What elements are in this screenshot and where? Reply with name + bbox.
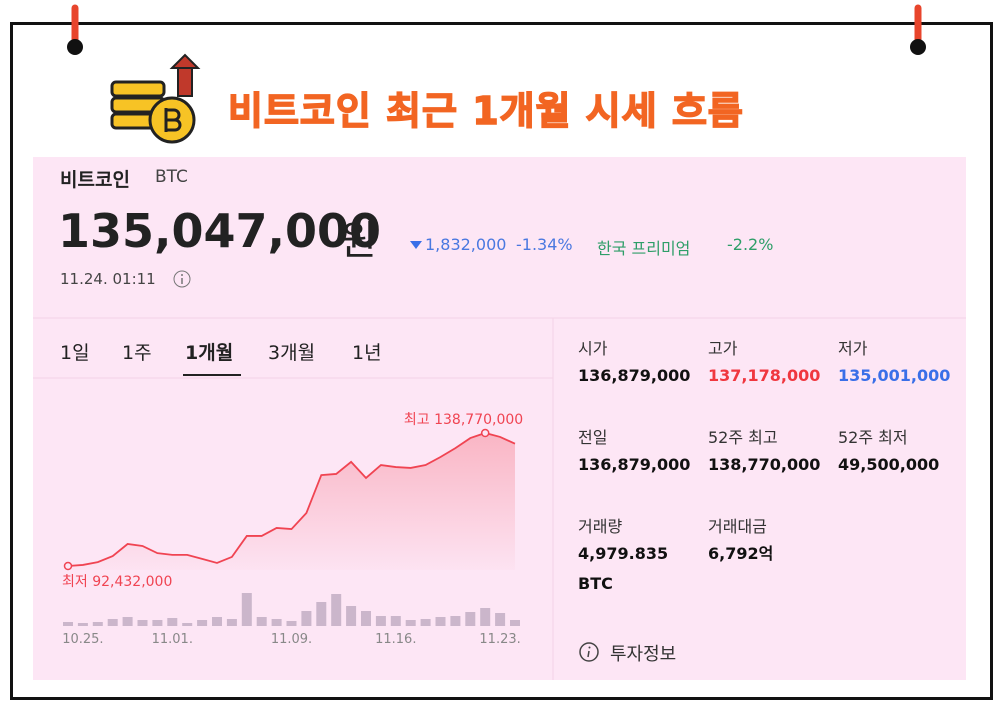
tab[interactable]: 1개월	[185, 342, 234, 364]
volume-bar	[167, 618, 178, 626]
time: 11.24. 01:11	[60, 270, 156, 288]
x-tick-label: 10.25.	[62, 632, 103, 647]
volume-bar	[137, 620, 148, 626]
stat-value: 136,879,000	[578, 366, 691, 385]
volume-bar	[361, 611, 371, 626]
stat-label: 저가	[838, 339, 868, 358]
volume-bar	[241, 593, 252, 626]
stat-label: 52주 최고	[708, 428, 778, 447]
price-unit: 원	[340, 218, 377, 264]
volume-bar	[77, 623, 88, 626]
volume-bar	[480, 608, 491, 626]
volume-bar	[122, 617, 133, 626]
tab[interactable]: 3개월	[268, 342, 316, 364]
stat-value: 49,500,000	[838, 455, 940, 474]
volume-bar	[405, 620, 416, 626]
volume-bar	[92, 622, 103, 626]
page-title: 비트코인 최근 1개월 시세 흐름	[227, 88, 744, 134]
stat-label: 52주 최저	[838, 428, 908, 447]
price-line	[67, 432, 516, 567]
volume-bar	[152, 620, 163, 626]
stat-value: 136,879,000	[578, 455, 691, 474]
coin-icon	[110, 53, 201, 144]
stat-label: 거래대금	[708, 517, 767, 536]
change: 1,832,000	[425, 235, 507, 254]
stat-value: 6,792억	[708, 544, 774, 563]
volume-bar	[331, 594, 342, 626]
extreme-marker	[480, 428, 490, 438]
stat-value: 138,770,000	[708, 455, 821, 474]
volume-bar	[197, 620, 208, 626]
volume-bar	[63, 622, 73, 626]
extreme-marker	[63, 561, 73, 571]
stat-value: 137,178,000	[708, 366, 821, 385]
area	[68, 433, 515, 570]
stat-value: 4,979.835 BTC	[578, 544, 669, 593]
volume-bar	[271, 619, 282, 626]
volume-bar	[375, 616, 386, 626]
tab[interactable]: 1년	[352, 342, 382, 364]
info-icon[interactable]	[172, 269, 192, 289]
volume-bar	[301, 611, 312, 626]
change-pct: -1.34%	[516, 235, 573, 254]
info-icon[interactable]	[578, 641, 600, 663]
annotation: 최고 138,770,000	[404, 412, 523, 428]
volume-bar	[346, 606, 357, 626]
frame	[10, 22, 993, 700]
price: 135,047,000	[58, 204, 382, 258]
premium: -2.2%	[727, 235, 774, 254]
volume-bar	[465, 612, 476, 626]
volume-bar	[435, 617, 446, 626]
volume-bar	[510, 620, 520, 626]
volume-bar	[226, 619, 237, 626]
stat-label: 시가	[578, 339, 608, 358]
annotation: 최저 92,432,000	[62, 574, 172, 590]
info-link[interactable]: 투자정보	[610, 644, 677, 665]
volume-bar	[256, 617, 267, 626]
volume-bar	[212, 617, 222, 626]
panel	[33, 157, 966, 680]
volume-bar	[390, 616, 401, 626]
coin-name: 비트코인	[60, 169, 130, 191]
coin-symbol: BTC	[155, 167, 188, 187]
volume-bar	[107, 619, 118, 626]
tab[interactable]: 1주	[122, 342, 152, 364]
stat-label: 거래량	[578, 517, 623, 536]
x-tick-label: 11.09.	[271, 632, 312, 647]
volume-bar	[316, 602, 327, 626]
premium-label: 한국 프리미엄	[597, 239, 691, 258]
volume-bar	[286, 621, 297, 626]
volume-bar	[495, 613, 506, 626]
volume-bar	[450, 616, 461, 626]
x-tick-label: 11.16.	[375, 632, 416, 647]
stat-value: 135,001,000	[838, 366, 951, 385]
stat-label: 전일	[578, 428, 608, 447]
down-arrow	[410, 241, 422, 249]
stat-label: 고가	[708, 339, 738, 358]
decor	[67, 4, 926, 144]
tab-underline	[183, 374, 241, 376]
x-tick-label: 11.23.	[479, 632, 520, 647]
volume-bar	[420, 619, 431, 626]
x-tick-label: 11.01.	[152, 632, 193, 647]
volume-bar	[182, 623, 193, 626]
tab[interactable]: 1일	[60, 342, 90, 364]
